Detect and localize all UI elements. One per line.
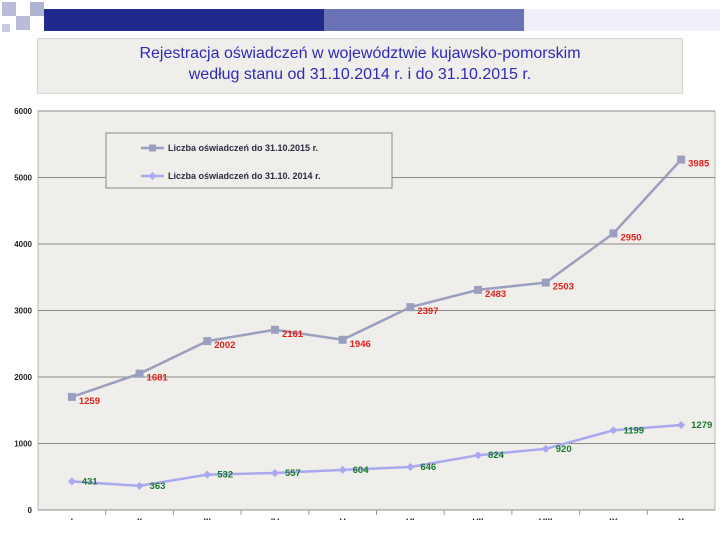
chart-title-box: Rejestracja oświadczeń w województwie ku…	[37, 38, 683, 94]
data-point	[541, 278, 550, 287]
data-point	[609, 426, 618, 435]
data-label: 363	[150, 481, 166, 492]
y-tick-label: 3000	[14, 307, 32, 316]
series-line-2	[71, 423, 682, 488]
data-label: 2950	[620, 232, 641, 243]
data-label: 431	[82, 476, 99, 487]
data-point	[609, 229, 618, 238]
x-tick-label: X	[678, 517, 684, 520]
x-tick-label: III	[203, 517, 211, 520]
y-tick-label: 6000	[14, 107, 32, 116]
chart-title: Rejestracja oświadczeń w województwie ku…	[139, 45, 581, 62]
y-tick-label: 0	[28, 506, 33, 515]
line-chart: 0100020003000400050006000IIIIIIIVVVIVIIV…	[14, 107, 716, 520]
x-tick-label: VI	[406, 517, 415, 520]
data-point	[135, 369, 144, 378]
x-tick-label: II	[137, 517, 142, 520]
data-point	[338, 465, 347, 474]
data-point	[406, 303, 415, 312]
data-point	[406, 463, 415, 472]
x-tick-label: VIII	[539, 517, 553, 520]
data-label: 1946	[350, 339, 371, 350]
data-point	[203, 337, 212, 346]
data-point	[338, 335, 347, 344]
data-point	[67, 477, 76, 486]
y-tick-label: 2000	[14, 373, 32, 382]
decorative-squares	[2, 2, 720, 32]
data-point	[135, 481, 144, 490]
x-tick-label: V	[340, 517, 346, 520]
data-label: 1259	[79, 396, 100, 407]
legend-marker	[148, 172, 157, 180]
data-label: 920	[556, 444, 572, 455]
legend-marker	[149, 144, 156, 152]
data-point	[541, 444, 550, 453]
data-point	[67, 392, 76, 401]
data-label: 2161	[282, 329, 304, 340]
legend	[105, 132, 393, 189]
series-line-1	[71, 158, 683, 399]
data-label: 1279	[691, 420, 712, 431]
data-label: 557	[285, 468, 301, 479]
data-point	[270, 468, 279, 477]
data-label: 2483	[485, 289, 506, 300]
data-label: 646	[420, 462, 436, 473]
chart-subtitle: według stanu od 31.10.2014 r. i do 31.10…	[188, 66, 532, 83]
y-tick-label: 5000	[14, 174, 32, 183]
data-label: 1681	[147, 373, 169, 384]
data-label: 2397	[417, 306, 438, 317]
data-point	[474, 451, 483, 460]
data-label: 2503	[553, 282, 574, 293]
x-tick-label: IV	[271, 517, 280, 520]
data-label: 532	[217, 470, 233, 481]
x-tick-label: VII	[473, 517, 484, 520]
data-point	[677, 155, 686, 164]
x-tick-label: IX	[609, 517, 618, 520]
y-tick-label: 4000	[14, 240, 32, 249]
data-label: 604	[353, 465, 370, 476]
data-label: 1199	[623, 425, 644, 436]
data-point	[474, 285, 483, 294]
x-tick-label: I	[71, 517, 74, 520]
legend-label: Liczba oświadczeń do 31.10.2015 r.	[168, 143, 318, 153]
data-point	[270, 325, 279, 334]
data-label: 2002	[214, 340, 235, 351]
data-label: 824	[488, 450, 505, 461]
data-point	[203, 470, 212, 479]
legend-label: Liczba oświadczeń do 31.10. 2014 r.	[168, 171, 321, 181]
data-label: 3985	[688, 159, 710, 170]
data-point	[677, 420, 686, 429]
y-tick-label: 1000	[14, 440, 32, 449]
